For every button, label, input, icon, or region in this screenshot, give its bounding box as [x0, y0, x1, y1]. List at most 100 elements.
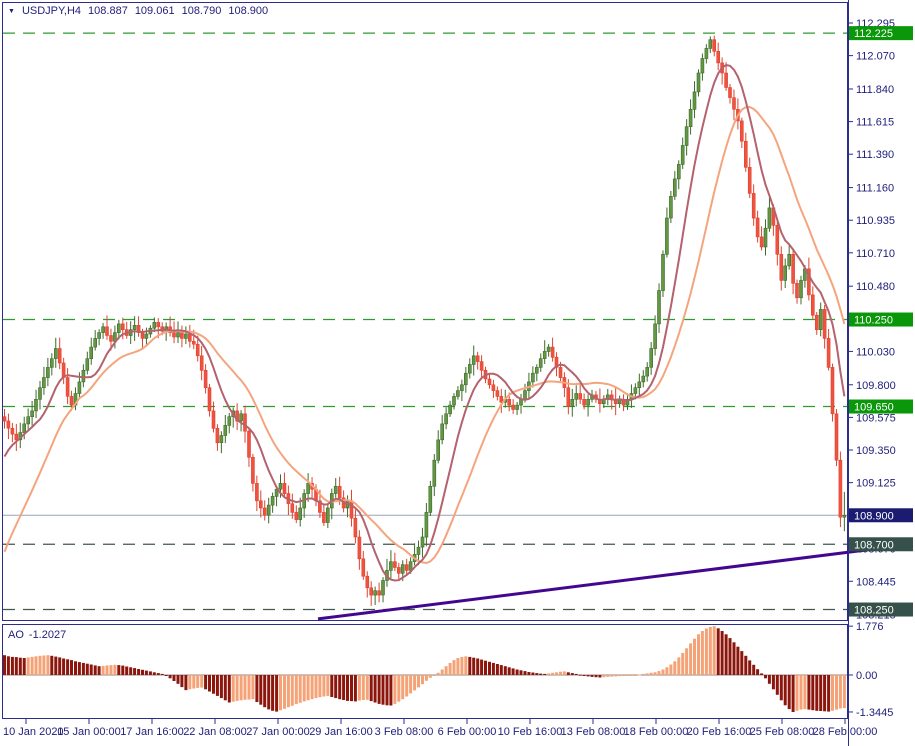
ao-bar [661, 669, 665, 675]
price-tick-label: 110.480 [856, 281, 895, 293]
ao-bar [144, 670, 148, 675]
ao-bar [377, 675, 381, 704]
candle-body [456, 390, 460, 397]
candle-body [105, 326, 109, 336]
ohlc-close-value: 108.900 [228, 5, 269, 17]
ao-bar [452, 660, 456, 675]
ao-bar [204, 675, 208, 690]
ao-bar [803, 675, 807, 710]
candle-body [172, 332, 176, 338]
ao-bar [74, 661, 77, 676]
candle-body [318, 500, 322, 513]
ao-bar [298, 675, 302, 703]
price-label-box-text: 110.250 [854, 315, 893, 327]
candle-body [645, 367, 650, 377]
candle-body [495, 390, 500, 397]
ao-indicator-name: AO [8, 629, 24, 641]
candle-body [633, 387, 638, 394]
ao-bar [693, 638, 696, 675]
ao-bar [724, 634, 728, 675]
ao-bar [456, 658, 460, 675]
candle-body [34, 398, 38, 412]
candle-body [546, 346, 551, 352]
price-tick-label: 109.125 [856, 478, 896, 490]
ao-bar [815, 675, 819, 711]
candle-body [2, 416, 7, 422]
date-tick-label: 10 Feb 16:00 [498, 726, 563, 738]
candle-body [672, 178, 677, 197]
ao-bar [267, 675, 271, 710]
ao-bar [673, 661, 677, 676]
ao-bar [133, 668, 137, 675]
candle-body [369, 587, 374, 596]
ao-bar [582, 675, 586, 676]
ao-bar [716, 628, 720, 676]
ao-bar [590, 675, 594, 677]
ao-bar [208, 675, 211, 692]
ao-bar [697, 634, 700, 675]
ao-bar [353, 675, 357, 702]
ao-bar [101, 665, 105, 675]
ao-bar [566, 672, 570, 676]
ao-bar [665, 667, 669, 675]
ao-tick-label: -1.3445 [856, 707, 893, 719]
ao-bar [3, 655, 6, 675]
price-label-box-text: 108.700 [854, 539, 894, 551]
ao-bar [373, 675, 377, 703]
ao-indicator-value: -1.2027 [28, 629, 67, 641]
ao-bar [720, 631, 724, 675]
candle-body [724, 72, 728, 88]
trend-line[interactable] [317, 547, 878, 621]
ao-bar [559, 671, 562, 675]
ao-bar [602, 675, 606, 678]
candle-body [255, 483, 259, 502]
ao-bar [574, 673, 578, 675]
candle-body [251, 456, 255, 484]
ao-bar [491, 662, 495, 675]
ao-bar [622, 675, 626, 676]
candle-body [416, 546, 421, 555]
ao-bar [432, 675, 436, 676]
ao-bar [767, 675, 771, 684]
collapse-triangle-icon[interactable]: ▼ [8, 7, 15, 15]
price-label-box-109.650 [849, 399, 913, 414]
ao-bar [728, 638, 732, 675]
ao-bar [484, 660, 487, 675]
symbol-period-label: USDJPY,H4 [21, 5, 82, 17]
ao-bar [689, 643, 693, 675]
candle-body [779, 254, 784, 281]
price-tick-label: 108.445 [856, 576, 896, 588]
candle-body [688, 109, 693, 128]
ao-bar [409, 675, 413, 694]
ao-bar [838, 675, 842, 709]
candle-body [444, 413, 448, 425]
price-tick-label: 110.030 [856, 346, 895, 358]
candle-body [203, 369, 208, 388]
ao-bar [93, 665, 97, 675]
ao-bar [219, 675, 223, 699]
ao-bar [417, 675, 420, 688]
candle-body [290, 503, 295, 513]
candle-body [582, 398, 586, 406]
candle-body [247, 430, 251, 458]
candle-body [192, 340, 196, 345]
candle-body [6, 420, 11, 429]
ao-bar [180, 675, 184, 688]
ao-bar [444, 666, 448, 675]
candle-body [822, 309, 827, 339]
ao-bar [744, 655, 748, 676]
date-tick-label: 22 Jan 08:00 [183, 726, 247, 738]
ao-bar [428, 675, 432, 678]
ao-bar [756, 669, 760, 675]
candle-body [558, 367, 563, 378]
date-tick-label: 17 Jan 16:00 [120, 726, 184, 738]
ao-bar [448, 662, 452, 675]
ao-bar [653, 672, 657, 676]
ohlc-open-value: 108.887 [88, 5, 128, 17]
candle-body [109, 335, 113, 342]
ao-bar [633, 675, 637, 676]
ao-bar [330, 675, 334, 697]
candle-body [763, 227, 768, 248]
candle-body [353, 517, 358, 538]
